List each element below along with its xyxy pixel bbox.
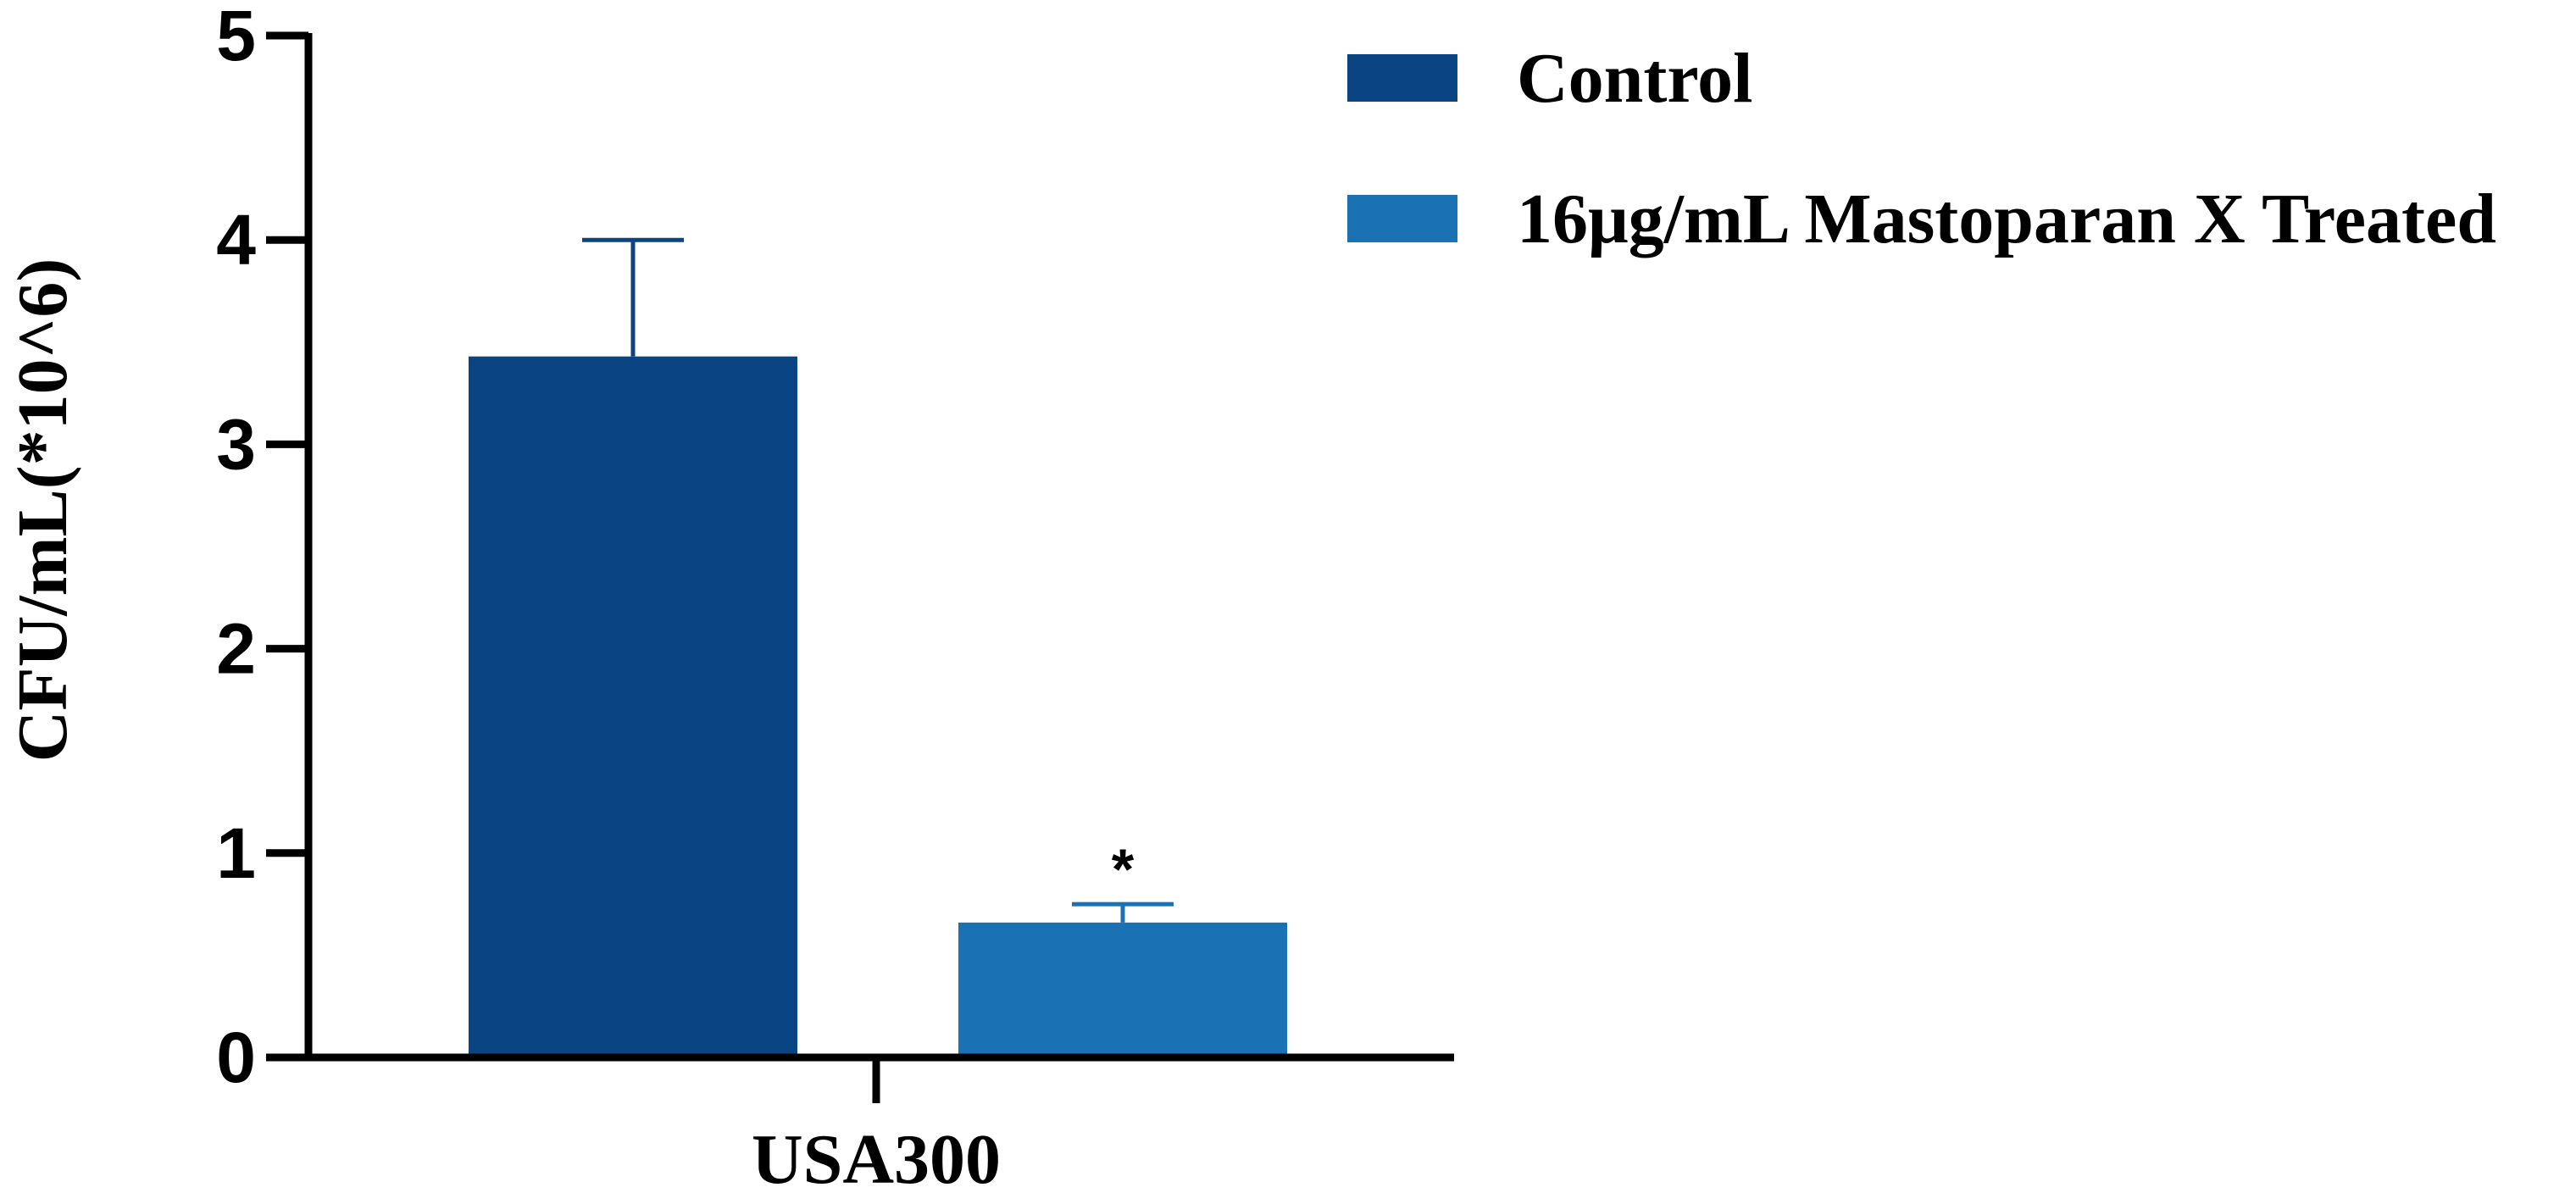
y-tick-label-4: 4 bbox=[216, 200, 256, 280]
y-tick-label-2: 2 bbox=[216, 609, 256, 689]
bar-0 bbox=[469, 356, 797, 1058]
y-tick-label-1: 1 bbox=[216, 813, 256, 893]
y-tick-label-0: 0 bbox=[216, 1018, 256, 1097]
y-tick-label-5: 5 bbox=[216, 0, 256, 75]
legend-label-control: Control bbox=[1517, 39, 1752, 118]
x-group-label: USA300 bbox=[752, 1120, 1001, 1193]
legend-label-treated: 16μg/mL Mastoparan X Treated bbox=[1517, 180, 2496, 258]
legend: Control 16μg/mL Mastoparan X Treated bbox=[1347, 39, 2496, 258]
legend-swatch-treated bbox=[1347, 195, 1457, 242]
plot-area: * 0 1 2 3 4 5 bbox=[216, 0, 1454, 1103]
significance-marker-1: * bbox=[1112, 837, 1135, 902]
y-tick-label-3: 3 bbox=[216, 404, 256, 484]
legend-swatch-control bbox=[1347, 54, 1457, 102]
y-axis-label: CFU/mL(*10^6) bbox=[3, 258, 82, 763]
bar-1 bbox=[958, 922, 1287, 1057]
